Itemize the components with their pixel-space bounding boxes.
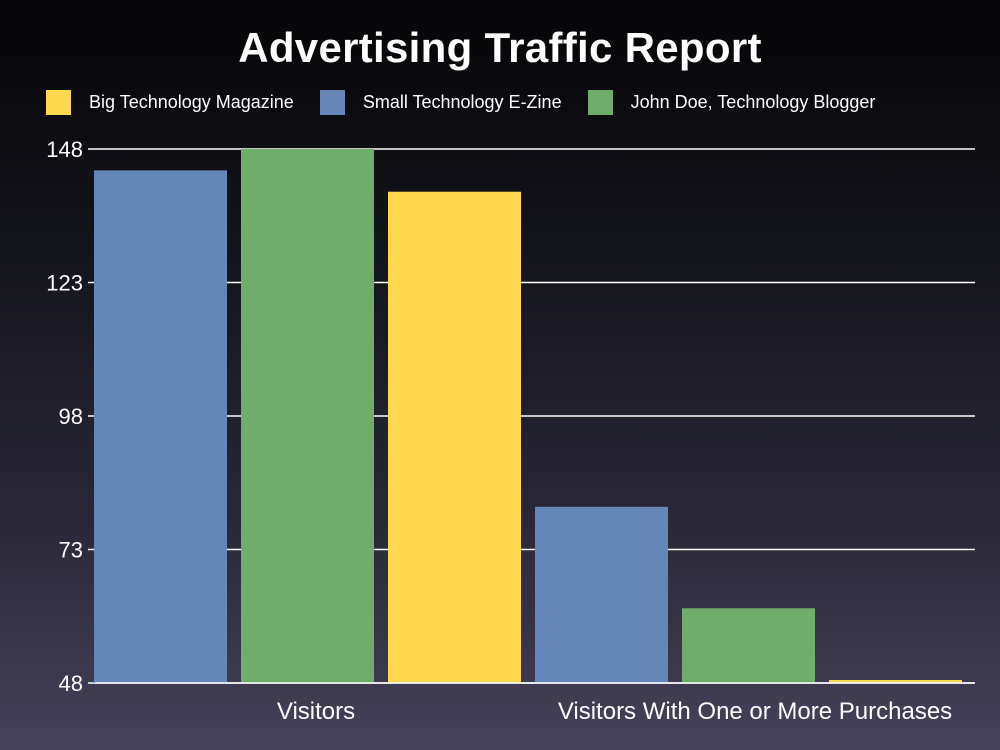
chart-legend: Big Technology Magazine Small Technology… [46,89,901,115]
y-tick-label: 73 [59,538,83,563]
legend-swatch [587,89,613,115]
x-category-label: Visitors With One or More Purchases [558,698,952,725]
legend-item-john-doe-technology-blogger: John Doe, Technology Blogger [587,89,876,115]
bar-0-0 [388,191,521,683]
chart-title: Advertising Traffic Report [238,24,762,71]
bar-1-1 [535,506,668,683]
y-tick-label: 123 [46,271,83,296]
bar-0-2 [241,149,374,683]
legend-label: John Doe, Technology Blogger [630,91,876,112]
x-category-label: Visitors [277,698,355,725]
legend-label: Small Technology E-Zine [362,91,562,112]
legend-swatch [319,89,345,115]
legend-item-small-technology-e-zine: Small Technology E-Zine [319,89,562,115]
bar-1-0 [829,680,962,683]
y-tick-label: 48 [59,671,83,696]
bar-1-2 [682,608,815,683]
legend-item-big-technology-magazine: Big Technology Magazine [46,89,294,115]
y-tick-label: 98 [59,404,83,429]
y-tick-label: 148 [46,137,83,162]
legend-label: Big Technology Magazine [89,91,294,112]
legend-swatch [46,89,71,115]
bar-0-1 [94,170,227,684]
